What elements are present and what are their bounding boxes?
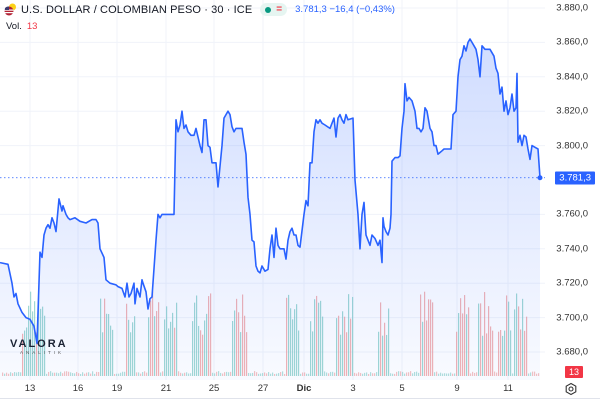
valora-analitik-logo: VALORA ANALITIK — [10, 338, 70, 360]
volume-legend: Vol. 13 — [6, 21, 37, 32]
price-axis-label: 3.720,0 — [556, 277, 588, 289]
last-price-tag: 3.781,3 — [555, 171, 595, 185]
market-open-dot-icon — [265, 6, 272, 13]
time-axis-label: 3 — [350, 383, 356, 394]
currency-flag-icon — [4, 3, 17, 16]
logo-sub-text: ANALITIK — [20, 350, 65, 355]
price-axis-label: 3.840,0 — [556, 71, 588, 83]
last-price-marker — [537, 175, 543, 181]
time-axis-label: 21 — [160, 383, 172, 394]
chart-plot-area[interactable]: U.S. DOLLAR / COLOMBIAN PESO · 30 · ICE … — [0, 0, 545, 380]
time-axis-label: 19 — [111, 383, 123, 394]
price-line — [0, 38, 541, 345]
price-axis[interactable]: 3.781,3 13 3.880,0 3.860,0 3.840,0 3.820,0 3… — [545, 0, 600, 380]
time-axis-label: 25 — [208, 383, 220, 394]
time-axis-label: 27 — [257, 383, 269, 394]
time-axis-label: 9 — [454, 383, 460, 394]
bottom-divider — [0, 398, 600, 399]
time-axis-label: 13 — [24, 383, 36, 394]
time-axis-label: Dic — [296, 383, 312, 394]
market-status-pill[interactable]: = — [260, 3, 288, 16]
time-axis-label: 16 — [72, 383, 84, 394]
time-axis[interactable]: 13 16 19 21 25 27 Dic 3 5 9 11 — [0, 380, 545, 401]
logo-main-text: VALORA — [10, 338, 68, 350]
volume-value: 13 — [26, 21, 38, 32]
time-axis-label: 5 — [399, 383, 405, 394]
price-axis-label: 3.800,0 — [556, 140, 588, 152]
price-axis-label: 3.860,0 — [556, 36, 588, 48]
volume-tag: 13 — [564, 366, 583, 378]
equals-icon: = — [276, 3, 283, 15]
price-axis-label: 3.680,0 — [556, 346, 588, 358]
time-axis-label: 11 — [503, 383, 513, 394]
price-axis-label: 3.820,0 — [556, 105, 588, 117]
price-axis-label: 3.880,0 — [556, 2, 588, 14]
price-axis-label: 3.740,0 — [556, 243, 588, 255]
settings-gear-icon[interactable] — [564, 382, 578, 396]
price-axis-label: 3.760,0 — [556, 208, 588, 220]
volume-label: Vol. — [6, 21, 22, 32]
price-area-fill — [0, 39, 540, 380]
symbol-title[interactable]: U.S. DOLLAR / COLOMBIAN PESO · 30 · ICE — [21, 3, 253, 16]
price-chart[interactable] — [0, 0, 545, 380]
quote-values: 3.781,3 −16,4 (−0,43%) — [295, 4, 395, 15]
price-axis-label: 3.700,0 — [556, 312, 588, 324]
chart-legend: U.S. DOLLAR / COLOMBIAN PESO · 30 · ICE … — [4, 3, 395, 16]
